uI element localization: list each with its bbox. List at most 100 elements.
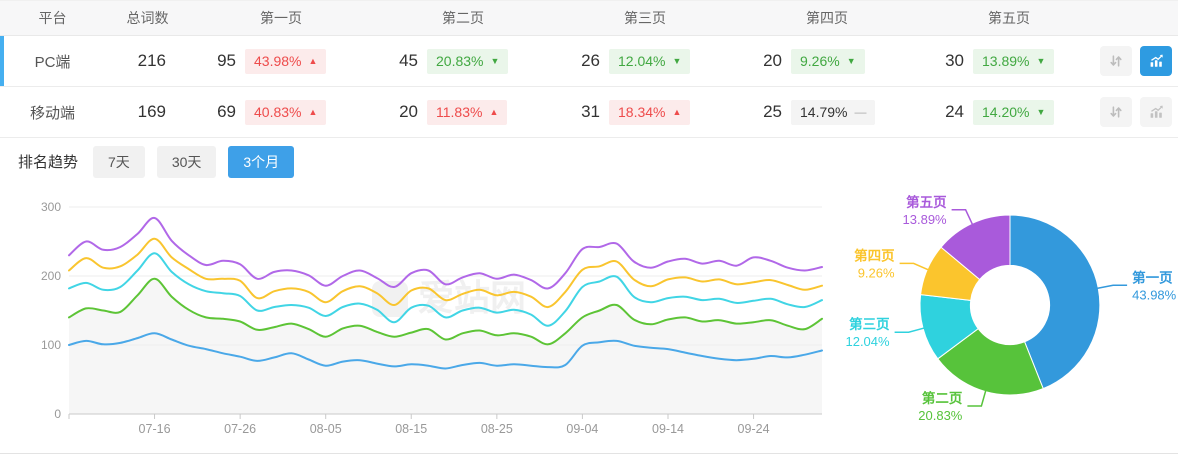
sort-button[interactable]: [1100, 46, 1132, 76]
change-percent: 13.89%: [982, 52, 1030, 69]
y-axis-tick-label: 0: [54, 407, 61, 421]
area-fill: [69, 278, 822, 414]
page-count: 24: [945, 102, 964, 121]
selected-row-indicator: [0, 87, 4, 137]
label-leader-line: [894, 327, 926, 333]
trend-chart-icon: [1150, 105, 1163, 118]
change-percent: 18.34%: [618, 103, 666, 120]
flat-dash-icon: —: [854, 104, 867, 119]
down-arrow-icon: ▼: [846, 55, 856, 66]
change-percent: 9.26%: [800, 52, 840, 69]
x-axis-tick-label: 08-15: [395, 422, 427, 436]
slice-label-percent: 13.89%: [903, 212, 948, 227]
x-axis-tick-label: 09-04: [566, 422, 598, 436]
page-4-cell: 20 9.26% ▼: [736, 48, 918, 74]
page-5-cell: 30 13.89% ▼: [918, 48, 1100, 74]
up-arrow-icon: ▲: [308, 106, 318, 117]
total-words-cell: 169: [137, 102, 166, 121]
label-leader-line: [951, 209, 974, 226]
chart-toggle-button[interactable]: [1140, 97, 1172, 127]
trend-section-title: 排名趋势: [18, 154, 79, 171]
page-distribution-donut-chart: 第一页 43.98% 第二页 20.83% 第三页 12.04% 第四页 9.26% 第五页 13…: [845, 194, 1177, 423]
slice-label-name: 第二页: [922, 390, 963, 406]
page-2-cell: 20 11.83% ▲: [372, 99, 554, 125]
page-count: 25: [763, 102, 782, 121]
table-header-row: 平台 总词数 第一页 第二页 第三页 第四页 第五页: [0, 1, 1178, 36]
change-badge: 13.89% ▼: [973, 48, 1055, 74]
change-percent: 14.20%: [982, 103, 1030, 120]
change-badge: 20.83% ▼: [427, 48, 509, 74]
change-percent: 14.79%: [800, 103, 848, 120]
x-axis-tick-label: 08-05: [310, 422, 342, 436]
y-axis-tick-label: 100: [41, 338, 61, 352]
x-axis-tick-label: 07-16: [139, 422, 171, 436]
table-row[interactable]: 移动端 169 69 40.83% ▲ 20 11.83% ▲ 31 18.34% ▲ 25 14.79…: [0, 87, 1178, 138]
trend-chart-icon: [1150, 54, 1163, 67]
chart-toggle-button[interactable]: [1140, 46, 1172, 76]
page-5-cell: 24 14.20% ▼: [918, 99, 1100, 125]
slice-label-percent: 20.83%: [918, 408, 963, 423]
donut-slice-第一页: [1009, 214, 1101, 390]
slice-label-name: 第三页: [849, 316, 890, 332]
change-badge: 43.98% ▲: [245, 48, 327, 74]
x-axis-tick-label: 09-14: [652, 422, 684, 436]
down-arrow-icon: ▼: [490, 55, 500, 66]
selected-row-indicator: [0, 36, 4, 86]
down-arrow-icon: ▼: [672, 55, 682, 66]
watermark-logo-icon: [372, 281, 408, 317]
col-header-page-5: 第五页: [988, 10, 1030, 26]
up-arrow-icon: ▲: [672, 106, 682, 117]
y-axis-tick-label: 200: [41, 269, 61, 283]
series-line-第一页: [68, 332, 823, 370]
label-leader-line: [1096, 284, 1128, 290]
x-axis-tick-label: 09-24: [738, 422, 770, 436]
row-actions: [1100, 46, 1178, 76]
page-3-cell: 31 18.34% ▲: [554, 99, 736, 125]
watermark-text: 爱站网: [418, 277, 526, 318]
slice-label-percent: 9.26%: [858, 265, 895, 280]
change-badge: 9.26% ▼: [791, 48, 865, 74]
change-badge: 14.20% ▼: [973, 99, 1055, 125]
down-arrow-icon: ▼: [1036, 55, 1046, 66]
page-1-cell: 95 43.98% ▲: [190, 48, 372, 74]
col-header-platform: 平台: [38, 10, 67, 26]
col-header-page-2: 第二页: [442, 10, 484, 26]
change-badge: 14.79% —: [791, 99, 876, 125]
page-count: 30: [945, 51, 964, 70]
y-axis-tick-label: 300: [41, 200, 61, 214]
col-header-page-3: 第三页: [624, 10, 666, 26]
label-leader-line: [967, 389, 987, 407]
sort-button[interactable]: [1100, 97, 1132, 127]
slice-label-percent: 12.04%: [845, 334, 890, 349]
slice-label-percent: 43.98%: [1132, 287, 1177, 302]
page-count: 95: [217, 51, 236, 70]
series-line-第二页: [68, 277, 823, 346]
change-percent: 12.04%: [618, 52, 666, 69]
page-count: 31: [581, 102, 600, 121]
page-count: 20: [399, 102, 418, 121]
tab-30-days[interactable]: 30天: [156, 145, 217, 178]
change-badge: 11.83% ▲: [427, 99, 508, 125]
col-header-total-words: 总词数: [126, 10, 169, 26]
up-arrow-icon: ▲: [489, 106, 499, 117]
rank-trend-line-chart: 0 100 200 300 爱站网 07-16 07-26 08-05 08-15 08-25 09…: [41, 200, 823, 436]
total-words-cell: 216: [137, 51, 166, 70]
slice-label-name: 第四页: [854, 247, 895, 263]
donut-slice-第五页: [940, 214, 1011, 281]
page-1-cell: 69 40.83% ▲: [190, 99, 372, 125]
page-count: 69: [217, 102, 236, 121]
change-badge: 12.04% ▼: [609, 48, 691, 74]
page-count: 26: [581, 51, 600, 70]
page-count: 45: [399, 51, 418, 70]
donut-slice-第二页: [937, 328, 1044, 396]
table-row[interactable]: PC端 216 95 43.98% ▲ 45 20.83% ▼ 26 12.04% ▼ 20 9.26%…: [0, 36, 1178, 87]
x-axis-tick-label: 08-25: [481, 422, 513, 436]
page-2-cell: 45 20.83% ▼: [372, 48, 554, 74]
down-arrow-icon: ▼: [1036, 106, 1046, 117]
series-line-第三页: [68, 252, 823, 327]
tab-3-months[interactable]: 3个月: [228, 145, 295, 178]
period-tabs: 7天 30天 3个月: [93, 145, 306, 178]
platform-cell: PC端: [34, 53, 71, 71]
tab-7-days[interactable]: 7天: [93, 145, 145, 178]
